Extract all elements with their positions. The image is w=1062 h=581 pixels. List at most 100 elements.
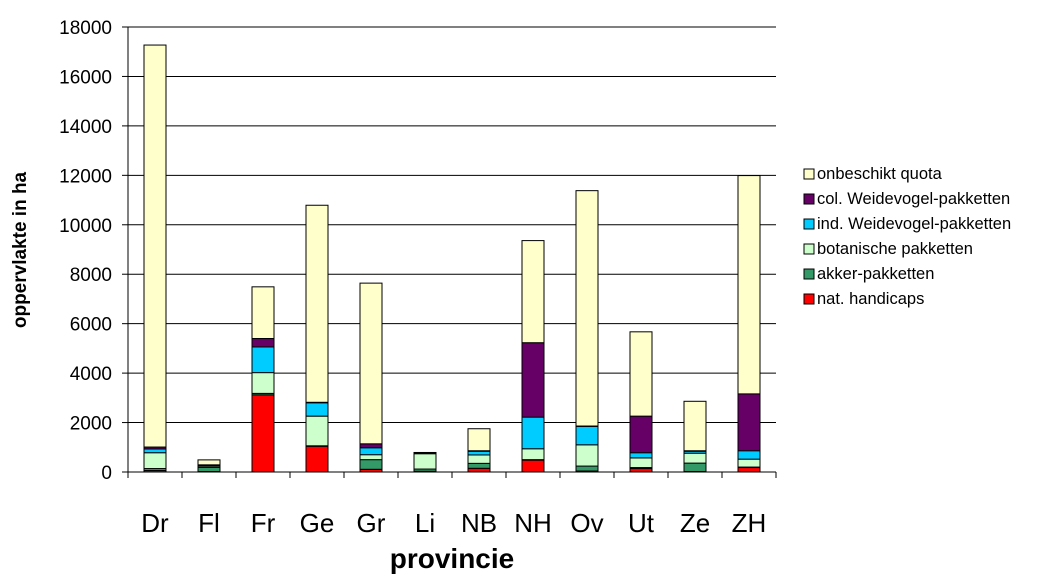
- y-tick-label: 2000: [70, 414, 112, 435]
- legend-label: botanische pakketten: [817, 240, 973, 258]
- y-tick-label: 4000: [70, 364, 112, 385]
- legend-label: ind. Weidevogel-pakketten: [817, 215, 1011, 233]
- y-tick-label: 12000: [59, 166, 112, 187]
- x-tick-label: Ze: [680, 508, 710, 538]
- legend-swatch: [803, 168, 815, 180]
- legend-swatch: [803, 193, 815, 205]
- bar-segment: [143, 452, 167, 470]
- bar-segment: [683, 462, 707, 473]
- bar-segment: [251, 394, 275, 473]
- bar-segment: [629, 415, 653, 454]
- x-tick-label: Fl: [198, 508, 220, 538]
- y-tick-label: 8000: [70, 265, 112, 286]
- legend-label: akker-pakketten: [817, 265, 934, 283]
- bar-stack-nh: [521, 240, 545, 473]
- axes: [122, 26, 777, 478]
- bar-segment: [629, 468, 653, 473]
- bars: [143, 44, 761, 473]
- y-tick-label: 16000: [59, 67, 112, 88]
- bar-segment: [305, 445, 329, 473]
- bar-segment: [467, 467, 491, 473]
- x-tick-label: Gr: [357, 508, 386, 538]
- bar-segment: [143, 44, 167, 448]
- bar-segment: [521, 459, 545, 473]
- bar-segment: [629, 452, 653, 459]
- bar-segment: [359, 454, 383, 461]
- bar-segment: [575, 444, 599, 467]
- bar-segment: [521, 416, 545, 450]
- x-tick-labels: Dr Fl Fr Ge Gr Li NB NH Ov Ut Ze ZH: [141, 508, 766, 538]
- legend-item: akker-pakketten: [803, 265, 934, 283]
- legend-label: onbeschikt quota: [817, 165, 943, 183]
- x-tick-label: Ge: [300, 508, 335, 538]
- x-tick-label: Ov: [570, 508, 603, 538]
- y-axis-label: oppervlakte in ha: [10, 171, 31, 328]
- bar-stack-dr: [143, 44, 167, 473]
- x-tick-label: NH: [514, 508, 552, 538]
- bar-segment: [359, 447, 383, 456]
- bar-stack-ze: [683, 400, 707, 473]
- y-tick-label: 6000: [70, 315, 112, 336]
- legend-swatch: [803, 243, 815, 255]
- bar-segment: [251, 286, 275, 340]
- legend-item: ind. Weidevogel-pakketten: [803, 215, 1011, 233]
- bar-stack-nb: [467, 428, 491, 473]
- bar-segment: [629, 457, 653, 469]
- bar-segment: [737, 393, 761, 452]
- legend-label: col. Weidevogel-pakketten: [817, 190, 1010, 208]
- bar-stack-li: [413, 451, 437, 473]
- legend-item: onbeschikt quota: [803, 165, 943, 183]
- bar-stack-ge: [305, 204, 329, 473]
- bar-segment: [359, 459, 383, 470]
- legend-item: nat. handicaps: [803, 290, 924, 308]
- bar-segment: [305, 204, 329, 403]
- bar-segment: [521, 342, 545, 418]
- bar-segment: [575, 465, 599, 472]
- bar-segment: [683, 452, 707, 464]
- legend-swatch: [803, 218, 815, 230]
- bar-stack-fr: [251, 286, 275, 473]
- bar-segment: [737, 450, 761, 460]
- bar-segment: [251, 372, 275, 394]
- bar-segment: [629, 331, 653, 417]
- bar-segment: [467, 428, 491, 452]
- bar-segment: [413, 453, 437, 470]
- bar-stack-ut: [629, 331, 653, 473]
- bar-segment: [305, 415, 329, 447]
- bar-segment: [305, 402, 329, 417]
- bar-segment: [521, 240, 545, 344]
- bar-segment: [575, 426, 599, 446]
- grid-lines: [128, 26, 776, 424]
- bar-segment: [467, 450, 491, 456]
- x-tick-label: NB: [461, 508, 497, 538]
- bar-stack-gr: [359, 282, 383, 473]
- bar-segment: [359, 443, 383, 449]
- y-tick-label: 14000: [59, 117, 112, 138]
- y-tick-label: 10000: [59, 216, 112, 237]
- y-tick-label: 0: [101, 463, 112, 484]
- bar-segment: [251, 338, 275, 348]
- bar-segment: [683, 400, 707, 452]
- bar-stack-ov: [575, 190, 599, 473]
- bar-stack-fl: [197, 459, 221, 473]
- bar-segment: [143, 448, 167, 454]
- legend-item: col. Weidevogel-pakketten: [803, 190, 1010, 208]
- bar-segment: [359, 282, 383, 445]
- x-tick-label: Li: [415, 508, 435, 538]
- x-tick-label: ZH: [732, 508, 767, 538]
- legend-swatch: [803, 293, 815, 305]
- bar-segment: [737, 458, 761, 468]
- bar-segment: [197, 459, 221, 466]
- bar-segment: [521, 448, 545, 461]
- bar-segment: [575, 190, 599, 427]
- x-tick-label: Ut: [628, 508, 655, 538]
- x-tick-label: Dr: [141, 508, 169, 538]
- bar-segment: [467, 462, 491, 469]
- bar-segment: [197, 466, 221, 473]
- y-tick-label: 18000: [59, 18, 112, 39]
- legend-label: nat. handicaps: [817, 290, 924, 308]
- x-axis-label: provincie: [390, 543, 514, 574]
- bar-segment: [737, 175, 761, 395]
- bar-segment: [467, 454, 491, 464]
